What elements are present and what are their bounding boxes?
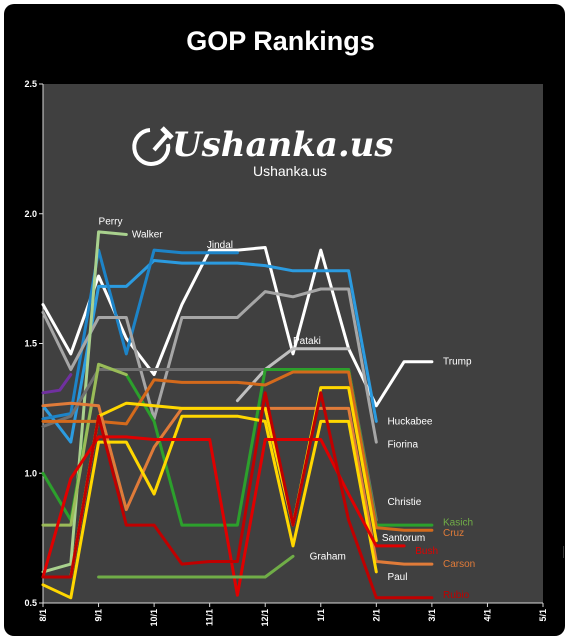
series-line-graham [97, 554, 295, 579]
x-tick-label: 1/1 [316, 609, 326, 622]
y-tick-label: 1.0 [24, 468, 37, 478]
series-line-cruz [41, 370, 434, 532]
series-label-fiorina: Fiorina [387, 440, 418, 451]
axes: 0.5 1.0 1.5 2.0 2.5 8/1 9/1 10/1 11/1 12/1 1/1 2/1 3… [24, 79, 548, 627]
series-label-trump: Trump [443, 357, 472, 368]
series-line-rubio [41, 391, 434, 600]
series-line-jindal [41, 248, 239, 421]
y-tick-label: 2.5 [24, 79, 37, 89]
x-tick-label: 10/1 [149, 609, 159, 627]
series-label-cruz: Cruz [443, 528, 464, 539]
series-label-santorum: Santorum [382, 533, 425, 544]
chart-title: GOP Rankings [186, 26, 375, 56]
x-tick-label: 11/1 [205, 609, 215, 626]
series-label-carson: Carson [443, 559, 475, 570]
series-label-jindal: Jindal [207, 240, 233, 251]
x-tick-label: 9/1 [94, 609, 104, 622]
series-line-paul [41, 414, 378, 600]
series-group [41, 230, 434, 600]
x-tick-label: 4/1 [482, 609, 492, 622]
watermark-logo: Ushanka.us [172, 125, 394, 165]
x-tick-label: 2/1 [371, 609, 381, 622]
watermark: Ushanka.us Ushanka.us [132, 125, 394, 179]
x-tick-label: 5/1 [538, 609, 548, 622]
divider [563, 546, 564, 558]
series-label-graham: Graham [310, 551, 346, 562]
series-line-unlabeled-16 [41, 373, 73, 395]
series-label-christie: Christie [387, 497, 421, 508]
series-line-pataki [235, 347, 351, 403]
y-tick-label: 2.0 [24, 209, 37, 219]
series-label-paul: Paul [387, 572, 407, 583]
series-label-huckabee: Huckabee [387, 416, 432, 427]
y-tick-label: 0.5 [24, 598, 37, 608]
hammer-sickle-icon [132, 126, 174, 166]
series-line-fiorina [41, 287, 378, 444]
series-line-perry [41, 230, 128, 574]
series-label-bush: Bush [415, 546, 438, 557]
plot-area [43, 84, 543, 603]
watermark-text: Ushanka.us [253, 163, 327, 179]
series-label-pataki: Pataki [293, 336, 321, 347]
series-line-huckabee [41, 259, 378, 444]
y-tick-label: 1.5 [24, 339, 37, 349]
series-label-walker: Walker [132, 230, 163, 241]
x-tick-label: 3/1 [427, 609, 437, 622]
series-label-perry: Perry [99, 217, 123, 228]
x-tick-label: 8/1 [38, 609, 48, 622]
series-label-kasich: Kasich [443, 518, 473, 529]
series-label-rubio: Rubio [443, 590, 470, 601]
series-labels: Perry Walker Jindal Trump Pataki Huckabee Fior… [99, 217, 476, 602]
x-tick-label: 12/1 [260, 609, 270, 627]
